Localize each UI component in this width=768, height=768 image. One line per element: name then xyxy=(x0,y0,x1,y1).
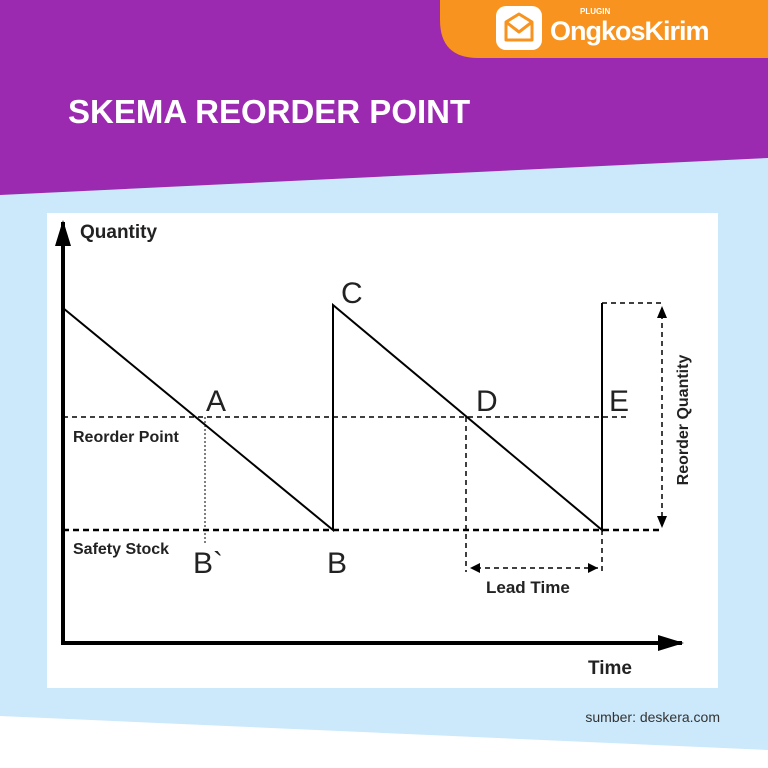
inventory-line xyxy=(62,302,603,533)
reorder-quantity-label: Reorder Quantity xyxy=(675,355,692,486)
logo-envelope xyxy=(504,12,534,42)
lead-time-label: Lead Time xyxy=(486,578,570,597)
point-label: B xyxy=(327,547,347,580)
source: sumber: deskera.com xyxy=(585,709,720,725)
footer-band xyxy=(0,716,768,768)
logo-badge: PLUGIN xyxy=(580,7,610,16)
point-label: B` xyxy=(193,547,223,580)
x-axis-label: Time xyxy=(588,658,632,679)
point-label: E xyxy=(609,385,629,418)
page-title: SKEMA REORDER POINT xyxy=(68,93,470,130)
diagram-panel xyxy=(47,213,718,688)
safety-stock-label: Safety Stock xyxy=(73,541,169,558)
point-label: D xyxy=(476,385,498,418)
reorder-point-label: Reorder Point xyxy=(73,429,179,446)
point-label: A xyxy=(206,385,226,418)
point-label: C xyxy=(341,277,363,310)
y-axis-label: Quantity xyxy=(80,222,157,243)
logo-name: OngkosKirim xyxy=(550,16,709,46)
diagram xyxy=(55,220,684,651)
